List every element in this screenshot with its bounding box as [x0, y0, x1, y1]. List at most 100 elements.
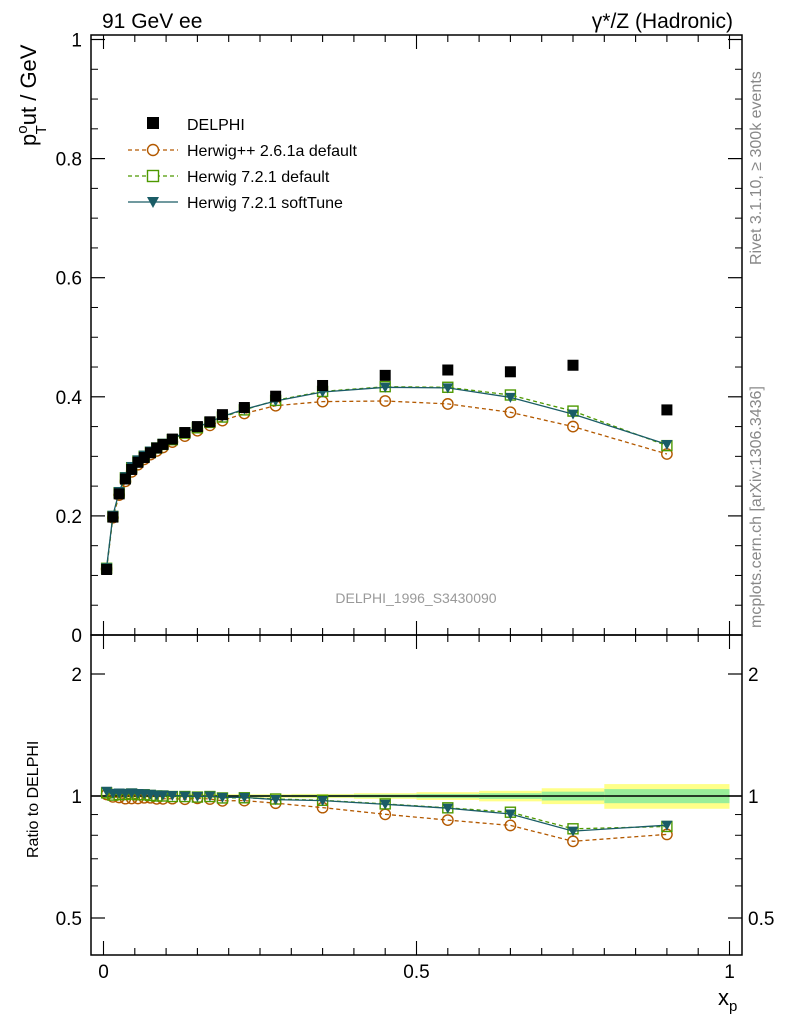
main-point [113, 488, 125, 500]
main-point [238, 402, 250, 414]
analysis-watermark: DELPHI_1996_S3430090 [335, 590, 496, 606]
ratio-ytick-label-right: 1 [748, 787, 759, 808]
legend-marker-herwig-default [146, 169, 160, 183]
legend-marker-herwig-softtune [147, 197, 159, 208]
ratio-point [191, 792, 203, 803]
legend-label-delphi: DELPHI [187, 117, 245, 134]
rivet-label: Rivet 3.1.10, ≥ 300k events [748, 71, 765, 265]
main-ytick-label: 0 [71, 626, 82, 647]
main-point [504, 392, 516, 403]
ratio-point [442, 803, 454, 814]
xlabel-sub: p [729, 998, 737, 1015]
ylabel-sup: o [14, 125, 31, 133]
header-right: γ*/Z (Hadronic) [592, 10, 733, 33]
main-series-0 [101, 359, 673, 575]
main-series-2 [100, 380, 673, 575]
main-point [216, 409, 228, 421]
legend-label-herwig-softtune: Herwig 7.2.1 softTune [187, 195, 343, 212]
main-point [204, 416, 216, 428]
main-point [119, 473, 131, 485]
main-point [151, 442, 163, 454]
ratio-point [317, 796, 329, 807]
ratio-point [216, 792, 228, 803]
ratio-point [157, 790, 169, 801]
ratio-series-2 [101, 786, 673, 837]
main-point [132, 456, 144, 468]
main-ytick-label: 1 [71, 31, 82, 52]
header-left: 91 GeV ee [102, 10, 202, 33]
main-ytick-label: 0.6 [56, 269, 82, 290]
ratio-ytick-label-right: 0.5 [748, 909, 774, 930]
ylabel-p: p [16, 134, 41, 146]
main-ylabel: po Tut / GeV [14, 44, 50, 146]
ratio-series-layer [100, 786, 673, 848]
ratio-ytick-label-right: 2 [748, 665, 759, 686]
ratio-point [204, 791, 216, 802]
xtick-label: 1 [724, 962, 735, 983]
main-point [379, 369, 391, 381]
main-point [144, 447, 156, 459]
xtick-label: 0 [98, 962, 109, 983]
main-axis-ticks: 0 0.2 0.4 0.6 0.8 1 [56, 31, 742, 647]
main-series-layer [100, 359, 673, 575]
ratio-point [238, 792, 250, 803]
main-point [661, 404, 673, 416]
main-point [138, 452, 150, 464]
ratio-point [504, 809, 516, 820]
main-point [191, 421, 203, 433]
main-series-line [105, 400, 668, 569]
xlabel-x: x [718, 985, 729, 1010]
main-point [567, 359, 579, 371]
main-point [567, 420, 579, 433]
main-ytick-label: 0.2 [56, 507, 82, 528]
main-point [107, 511, 119, 523]
ratio-ytick-label-left: 1 [71, 787, 82, 808]
ratio-ylabel: Ratio to DELPHI [25, 741, 42, 858]
legend-marker-herwigpp [146, 143, 160, 157]
ratio-ytick-label-left: 2 [71, 665, 82, 686]
xtick-label: 0.5 [403, 962, 429, 983]
main-point [101, 563, 113, 575]
main-point [379, 395, 392, 407]
main-series-3 [101, 382, 673, 574]
main-ytick-label: 0.4 [56, 388, 83, 409]
ratio-point [504, 819, 517, 832]
legend-marker-delphi [147, 117, 159, 129]
ratio-frame [90, 634, 743, 956]
main-series-line [105, 386, 668, 569]
main-point [317, 379, 329, 391]
main-series-1 [100, 395, 673, 575]
ratio-ytick-label-left: 0.5 [56, 909, 82, 930]
main-point [379, 382, 391, 393]
ylabel-sub: T [33, 125, 50, 134]
ratio-axis-ticks: 0.5 0.5 1 1 2 2 0 0.5 1 [56, 635, 774, 983]
ratio-point [379, 799, 391, 810]
main-point [166, 433, 178, 445]
main-point [661, 439, 673, 450]
mcplots-label: mcplots.cern.ch [arXiv:1306.3436] [748, 386, 765, 628]
main-point [179, 427, 191, 439]
legend-label-herwig-default: Herwig 7.2.1 default [187, 169, 330, 186]
main-point [157, 438, 169, 450]
main-point [126, 463, 138, 475]
legend: DELPHI Herwig++ 2.6.1a default Herwig 7.… [128, 117, 357, 212]
ratio-point [441, 814, 454, 827]
legend-label-herwigpp: Herwig++ 2.6.1a default [187, 143, 357, 160]
ratio-point [270, 795, 282, 806]
plot-frames [90, 34, 743, 956]
main-point [442, 364, 454, 376]
main-point [441, 398, 454, 410]
main-point [567, 409, 579, 420]
ylabel-rest: ut / GeV [16, 44, 41, 125]
main-ytick-label: 0.8 [56, 150, 82, 171]
main-point [442, 383, 454, 394]
ratio-point [166, 790, 178, 801]
ratio-point [661, 820, 673, 831]
xlabel: xp [718, 985, 737, 1015]
main-point [504, 406, 517, 419]
ratio-point [567, 826, 579, 837]
main-point [504, 366, 516, 378]
ratio-point [179, 791, 191, 802]
main-point [270, 390, 282, 402]
